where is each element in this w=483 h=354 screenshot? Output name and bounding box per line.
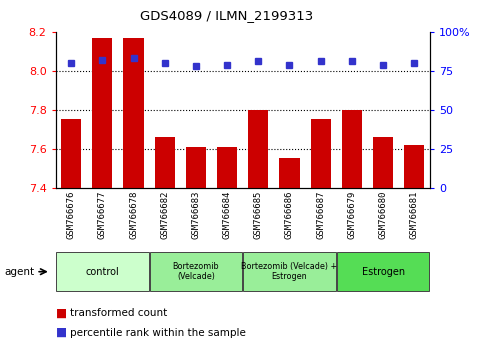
Text: GDS4089 / ILMN_2199313: GDS4089 / ILMN_2199313	[141, 9, 313, 22]
Text: Bortezomib (Velcade) +
Estrogen: Bortezomib (Velcade) + Estrogen	[242, 262, 338, 281]
Bar	[56, 252, 148, 291]
Text: agent: agent	[5, 267, 35, 277]
Bar	[243, 252, 336, 291]
Bar	[248, 110, 269, 188]
Bar	[155, 137, 175, 188]
Bar	[186, 147, 206, 188]
Bar	[373, 137, 393, 188]
Text: ■: ■	[56, 307, 67, 320]
Bar	[217, 147, 237, 188]
Bar	[337, 252, 429, 291]
Bar	[92, 38, 113, 188]
Text: Bortezomib
(Velcade): Bortezomib (Velcade)	[172, 262, 219, 281]
Bar	[279, 158, 299, 188]
Bar	[61, 119, 81, 188]
Bar	[311, 119, 331, 188]
Text: percentile rank within the sample: percentile rank within the sample	[70, 328, 246, 338]
Text: control: control	[85, 267, 119, 277]
Text: transformed count: transformed count	[70, 308, 167, 318]
Bar	[150, 252, 242, 291]
Text: ■: ■	[56, 326, 67, 339]
Bar	[123, 38, 143, 188]
Text: Estrogen: Estrogen	[361, 267, 405, 277]
Bar	[404, 145, 425, 188]
Bar	[342, 110, 362, 188]
